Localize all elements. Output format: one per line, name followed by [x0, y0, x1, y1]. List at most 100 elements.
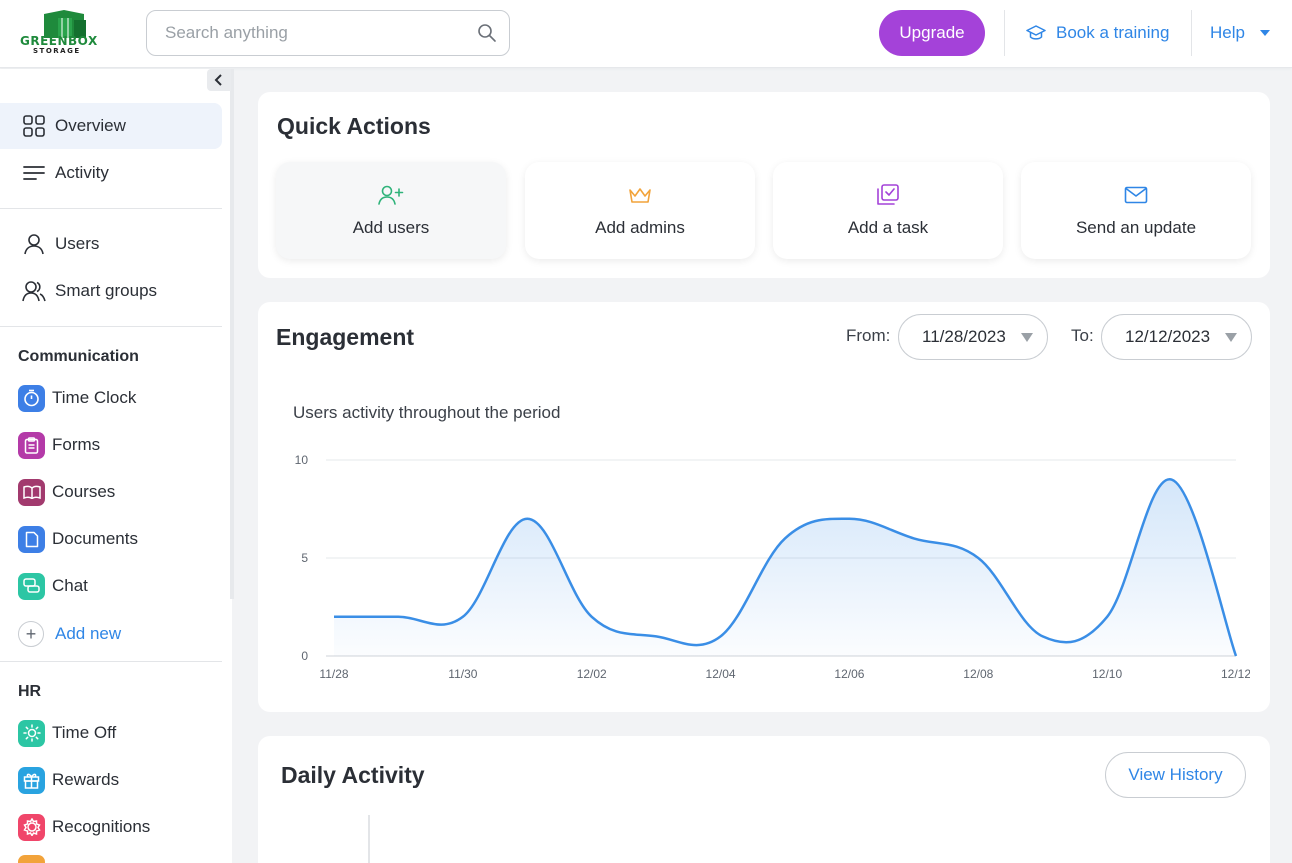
add-admins-label: Add admins [595, 217, 685, 237]
data-point[interactable] [1105, 615, 1109, 619]
user-icon [22, 232, 46, 256]
sidebar-item-label: Users [55, 234, 100, 253]
series-line [334, 478, 1238, 657]
chevron-left-icon [214, 74, 222, 86]
sidebar-item-activity[interactable]: Activity [0, 150, 222, 196]
book-training-link[interactable]: Book a training [1026, 20, 1169, 46]
clipboard-icon [18, 431, 45, 459]
x-tick-label: 12/10 [1092, 667, 1122, 681]
y-tick-label: 5 [301, 551, 308, 565]
sidebar-item-rewards[interactable]: Rewards [0, 757, 222, 803]
logo-wordmark: GREENBOX [20, 34, 98, 48]
sidebar-scrollbar[interactable] [230, 69, 234, 599]
sidebar-item-partial[interactable] [18, 855, 45, 863]
data-point[interactable] [847, 517, 851, 521]
data-point[interactable] [1234, 654, 1238, 658]
search-icon[interactable] [477, 23, 497, 43]
sidebar-item-label: Rewards [52, 770, 120, 789]
quick-actions-title: Quick Actions [277, 113, 431, 139]
sidebar-item-label: Courses [52, 482, 116, 501]
view-history-button[interactable]: View History [1105, 752, 1246, 798]
sidebar-item-courses[interactable]: Courses [0, 469, 222, 515]
data-point[interactable] [461, 615, 465, 619]
section-title-hr: HR [18, 683, 42, 700]
add-new-label: Add new [55, 624, 122, 643]
data-point[interactable] [654, 634, 658, 638]
badge-icon [18, 813, 45, 841]
sidebar-item-time-off[interactable]: Time Off [0, 710, 222, 756]
add-task-button[interactable]: Add a task [773, 162, 1003, 259]
add-users-button[interactable]: Add users [276, 162, 506, 259]
x-tick-label: 11/28 [319, 667, 348, 681]
send-update-label: Send an update [1075, 217, 1197, 237]
x-tick-label: 12/08 [963, 667, 993, 681]
sidebar-item-documents[interactable]: Documents [0, 516, 222, 562]
section-title-communication: Communication [18, 348, 139, 365]
data-point[interactable] [396, 615, 400, 619]
users-icon [22, 279, 46, 303]
book-icon [18, 478, 45, 506]
data-point[interactable] [525, 517, 529, 521]
to-date-value: 12/12/2023 [1125, 327, 1211, 346]
data-point[interactable] [719, 634, 723, 638]
x-tick-label: 12/02 [577, 667, 607, 681]
envelope-icon [1123, 184, 1149, 206]
data-point[interactable] [1170, 478, 1174, 482]
data-point[interactable] [976, 556, 980, 560]
sidebar-item-label: Documents [52, 529, 138, 548]
logo-icon[interactable] [18, 8, 112, 58]
sidebar-item-time-clock[interactable]: Time Clock [0, 375, 222, 421]
data-point[interactable] [783, 536, 787, 540]
sidebar-item-label: Smart groups [55, 281, 158, 300]
sidebar-divider [0, 208, 222, 209]
book-training-label: Book a training [1056, 23, 1170, 42]
x-tick-label: 12/06 [834, 667, 864, 681]
search-input[interactable] [165, 23, 465, 43]
x-tick-label: 12/04 [706, 667, 736, 681]
chart-subtitle: Users activity throughout the period [293, 403, 561, 422]
add-admins-button[interactable]: Add admins [525, 162, 755, 259]
sidebar-item-users[interactable]: Users [0, 221, 222, 267]
grid-icon [22, 114, 46, 138]
document-icon [18, 525, 45, 553]
sun-icon [18, 719, 45, 747]
gift-icon [18, 766, 45, 794]
sidebar-item-smart-groups[interactable]: Smart groups [0, 268, 222, 314]
engagement-chart: 0 5 10 11/28 11/30 12/02 12/04 12/06 12/08 12/10 1… [295, 453, 1250, 681]
sidebar-item-recognitions[interactable]: Recognitions [0, 804, 222, 850]
sidebar-item-chat[interactable]: Chat [0, 563, 222, 609]
sidebar-item-overview[interactable]: Overview [0, 103, 222, 149]
sidebar-item-forms[interactable]: Forms [0, 422, 222, 468]
from-label: From: [846, 326, 891, 345]
add-users-label: Add users [352, 217, 430, 237]
sidebar-item-label: Overview [55, 116, 126, 135]
data-point[interactable] [332, 615, 336, 619]
collapse-sidebar-button[interactable] [207, 69, 231, 91]
search-box[interactable] [146, 10, 510, 56]
crown-icon [627, 184, 653, 206]
add-new-button[interactable]: + Add new [0, 614, 222, 654]
y-tick-label: 10 [295, 453, 309, 467]
daily-activity-card [258, 736, 1270, 863]
top-bar: GREENBOX STORAGE Upgrade Book a training… [0, 0, 1292, 68]
chevron-down-icon [1259, 30, 1270, 36]
sidebar-item-label: Chat [52, 576, 88, 595]
x-tick-label: 12/12 [1221, 667, 1250, 681]
data-point[interactable] [590, 615, 594, 619]
from-date-select[interactable]: 11/28/2023 [898, 314, 1048, 360]
caret-down-icon [1225, 333, 1237, 342]
help-dropdown[interactable]: Help [1210, 20, 1271, 46]
checklist-icon [875, 183, 901, 206]
sidebar-item-label: Recognitions [52, 817, 151, 836]
header-divider [1191, 10, 1192, 56]
upgrade-button[interactable]: Upgrade [879, 10, 985, 56]
sidebar-divider [0, 661, 222, 662]
send-update-button[interactable]: Send an update [1021, 162, 1251, 259]
data-point[interactable] [1041, 634, 1045, 638]
daily-chart-axis [368, 815, 370, 863]
plus-icon: + [18, 621, 44, 647]
y-tick-label: 0 [301, 649, 308, 663]
help-label: Help [1210, 23, 1245, 42]
to-date-select[interactable]: 12/12/2023 [1101, 314, 1252, 360]
data-point[interactable] [912, 536, 916, 540]
